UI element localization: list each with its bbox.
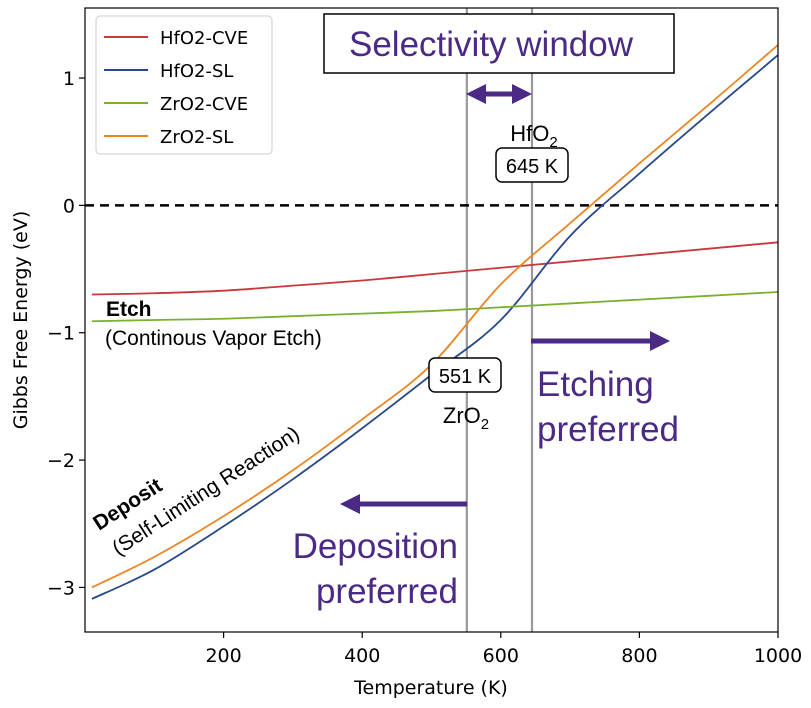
hfo2-label: HfO2 — [510, 121, 557, 151]
deposition-preferred-line1: Deposition — [293, 527, 458, 566]
series-line-zro2-cve — [91, 291, 779, 323]
x-tick-label: 600 — [483, 645, 519, 667]
legend-entry: HfO2-CVE — [160, 28, 248, 49]
selectivity-window-label: Selectivity window — [349, 25, 634, 64]
legend: HfO2-CVE HfO2-SL ZrO2-CVE ZrO2-SL — [95, 15, 273, 155]
plot-frame — [84, 7, 779, 633]
legend-entry: ZrO2-SL — [160, 127, 233, 148]
x-tick-label: 800 — [621, 645, 657, 667]
etch-sublabel: (Continous Vapor Etch) — [105, 327, 322, 350]
y-tick-label: 1 — [63, 68, 75, 90]
etching-preferred-line2: preferred — [537, 410, 679, 449]
series-line-hfo2-cve — [91, 241, 779, 296]
y-axis-label: Gibbs Free Energy (eV) — [10, 211, 32, 430]
x-tick-label: 1000 — [754, 645, 802, 667]
deposition-preferred-line2: preferred — [316, 572, 458, 611]
legend-entry: HfO2-SL — [160, 61, 233, 82]
y-axis-ticks: −3 −2 −1 0 1 — [47, 68, 85, 599]
y-tick-label: −1 — [47, 323, 75, 345]
selectivity-window-box: Selectivity window — [323, 13, 675, 74]
zro2-label: ZrO2 — [443, 403, 489, 433]
y-tick-label: 0 — [63, 195, 75, 217]
svg-text:551 K: 551 K — [439, 366, 492, 388]
zro2-temp-badge: 551 K — [428, 357, 502, 393]
hfo2-temp-badge: 645 K — [495, 147, 569, 183]
x-tick-label: 400 — [344, 645, 380, 667]
svg-text:645 K: 645 K — [506, 156, 559, 178]
x-tick-label: 200 — [205, 645, 241, 667]
etch-label: Etch — [106, 298, 152, 321]
x-axis-ticks: 200 400 600 800 1000 — [205, 632, 802, 667]
y-tick-label: −2 — [47, 450, 75, 472]
y-tick-label: −3 — [47, 577, 75, 599]
etching-preferred-line1: Etching — [537, 365, 654, 404]
legend-entry: ZrO2-CVE — [160, 94, 248, 115]
x-axis-label: Temperature (K) — [353, 677, 508, 699]
